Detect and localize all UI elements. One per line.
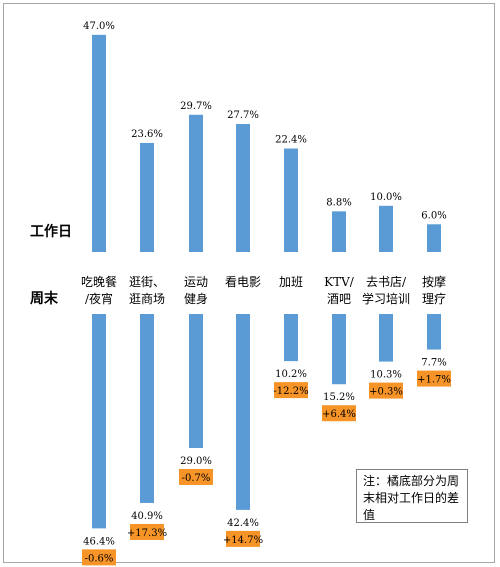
weekday-bar xyxy=(379,205,393,252)
difference-box xyxy=(82,549,116,566)
difference-label: +14.7% xyxy=(223,535,263,546)
difference-box xyxy=(226,530,260,547)
weekend-value-label: 40.9% xyxy=(131,511,163,522)
category-label: /夜宵 xyxy=(85,291,113,306)
weekend-value-label: 46.4% xyxy=(83,536,115,547)
weekday-bar xyxy=(140,142,154,252)
weekday-bar xyxy=(236,124,250,252)
weekday-value-label: 29.7% xyxy=(180,101,212,112)
weekend-bar xyxy=(189,314,203,448)
weekday-bar xyxy=(427,224,441,252)
weekday-bar xyxy=(332,211,346,252)
chart-note: 注：橘底部分为周末相对工作日的差值 xyxy=(356,469,468,523)
difference-box xyxy=(369,382,403,399)
weekend-value-label: 29.0% xyxy=(180,456,212,467)
weekday-bar xyxy=(284,148,298,252)
difference-box xyxy=(179,468,213,485)
category-label: 酒吧 xyxy=(327,292,351,306)
weekend-value-label: 15.2% xyxy=(323,392,355,403)
weekday-value-label: 27.7% xyxy=(227,110,259,121)
difference-box xyxy=(417,370,451,387)
difference-label: -12.2% xyxy=(273,386,308,397)
weekend-value-label: 10.2% xyxy=(275,369,307,380)
category-label: 看电影 xyxy=(225,275,261,289)
weekend-bar xyxy=(427,314,441,350)
weekend-bar xyxy=(92,314,106,529)
weekday-bar xyxy=(92,34,106,252)
category-label: 按摩 xyxy=(422,274,446,289)
category-label: 吃晚餐 xyxy=(81,274,117,289)
weekend-value-label: 42.4% xyxy=(227,518,259,529)
category-label: 学习培训 xyxy=(362,291,410,306)
weekday-value-label: 10.0% xyxy=(370,192,402,203)
weekend-bar xyxy=(284,314,298,362)
row-label-weekend: 周末 xyxy=(30,290,59,307)
weekday-value-label: 47.0% xyxy=(83,21,115,32)
category-label: 逛街、 xyxy=(129,275,165,289)
difference-label: +1.7% xyxy=(417,375,451,386)
difference-label: -0.7% xyxy=(182,473,211,484)
difference-box xyxy=(322,405,356,422)
difference-box xyxy=(130,523,164,540)
difference-box xyxy=(274,382,308,399)
weekend-value-label: 7.7% xyxy=(421,358,446,369)
weekday-value-label: 8.8% xyxy=(326,197,351,208)
difference-label: +17.3% xyxy=(127,528,167,539)
category-label: 运动 xyxy=(184,275,208,289)
difference-label: +0.3% xyxy=(369,387,403,398)
weekday-bar xyxy=(189,114,203,252)
weekend-bar xyxy=(140,314,154,503)
weekday-value-label: 6.0% xyxy=(421,210,446,221)
row-label-weekday: 工作日 xyxy=(30,223,72,240)
category-label: KTV/ xyxy=(324,275,355,289)
category-label: 加班 xyxy=(279,275,303,289)
weekday-value-label: 22.4% xyxy=(275,135,307,146)
weekend-bar xyxy=(236,314,250,510)
weekend-bar xyxy=(332,314,346,385)
category-label: 理疗 xyxy=(422,292,446,306)
category-label: 去书店/ xyxy=(366,275,407,289)
difference-label: +6.4% xyxy=(322,409,356,420)
weekday-value-label: 23.6% xyxy=(131,129,163,140)
difference-label: -0.6% xyxy=(85,553,114,564)
weekend-bar xyxy=(379,314,393,362)
category-label: 逛商场 xyxy=(129,291,165,306)
category-label: 健身 xyxy=(184,291,208,306)
weekend-value-label: 10.3% xyxy=(370,370,402,381)
